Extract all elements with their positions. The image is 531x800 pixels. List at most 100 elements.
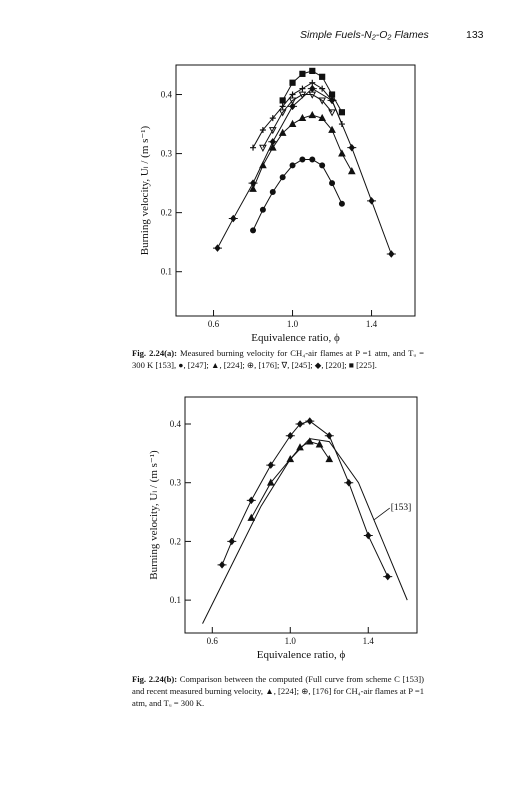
point xyxy=(296,443,304,451)
point xyxy=(383,572,393,581)
point xyxy=(259,144,267,152)
point xyxy=(249,184,257,192)
point xyxy=(259,206,266,213)
point xyxy=(344,478,354,487)
y-tick-label: 0.2 xyxy=(170,536,181,546)
plot-frame xyxy=(184,396,418,634)
caption-label: Fig. 2.24(b): xyxy=(132,674,178,684)
point xyxy=(246,496,256,505)
point xyxy=(288,119,297,127)
point xyxy=(250,227,257,234)
point xyxy=(217,561,227,569)
point xyxy=(315,440,324,448)
point xyxy=(269,188,276,195)
point xyxy=(299,85,306,92)
fit-curve xyxy=(252,82,343,148)
y-tick-label: 0.4 xyxy=(170,419,182,429)
point xyxy=(279,174,286,181)
point xyxy=(248,179,258,187)
point xyxy=(279,97,286,104)
x-tick-label: 1.0 xyxy=(287,319,299,329)
point xyxy=(308,110,317,119)
point xyxy=(309,156,316,163)
fit-curve xyxy=(262,94,333,148)
caption-text: Measured burning velocity for CH₄-air fl… xyxy=(132,348,424,370)
point xyxy=(286,454,295,463)
y-axis-label: Burning velocity, Uₗ / (m s⁻¹) xyxy=(139,125,151,255)
point xyxy=(269,115,276,122)
y-axis-label: Burning velocity, Uₗ / (m s⁻¹) xyxy=(148,450,160,580)
running-title: Simple Fuels-N₂-O₂ Flames xyxy=(300,29,429,41)
point xyxy=(309,67,316,75)
point xyxy=(247,513,256,521)
point xyxy=(298,113,307,122)
point xyxy=(298,91,307,99)
point xyxy=(338,109,346,116)
caption-text: Comparison between the computed (Full cu… xyxy=(132,674,424,708)
y-tick-label: 0.2 xyxy=(161,208,172,218)
point xyxy=(338,149,346,157)
y-tick-label: 0.1 xyxy=(170,595,181,605)
point xyxy=(319,162,326,169)
fit-curve xyxy=(202,438,408,624)
point xyxy=(328,91,336,98)
point xyxy=(288,97,297,105)
point xyxy=(288,102,298,111)
point xyxy=(318,113,327,122)
point xyxy=(268,137,278,146)
point xyxy=(325,454,334,463)
point xyxy=(285,431,295,440)
y-tick-label: 0.4 xyxy=(161,90,173,100)
point xyxy=(227,537,237,546)
x-tick-label: 0.6 xyxy=(208,319,220,329)
point xyxy=(319,73,326,80)
x-tick-label: 1.4 xyxy=(366,319,378,329)
caption: Fig. 2.24(a): Measured burning velocity … xyxy=(132,347,424,371)
point xyxy=(268,143,277,151)
fit-curve xyxy=(217,88,392,255)
point xyxy=(328,109,336,117)
x-tick-label: 1.0 xyxy=(285,636,297,646)
fit-curve xyxy=(252,158,343,231)
point xyxy=(299,70,306,77)
x-tick-label: 1.4 xyxy=(363,636,375,646)
point xyxy=(289,162,296,169)
point xyxy=(259,126,266,133)
point xyxy=(307,84,317,93)
annotation-leader xyxy=(373,507,390,521)
plot-frame xyxy=(175,64,416,317)
y-tick-label: 0.1 xyxy=(161,267,172,277)
annotation: [153] xyxy=(391,503,412,513)
point xyxy=(299,156,306,163)
point xyxy=(279,103,286,110)
point xyxy=(386,250,396,258)
point xyxy=(319,85,326,92)
point xyxy=(328,125,336,133)
point xyxy=(347,167,356,175)
point xyxy=(212,244,222,252)
x-tick-label: 0.6 xyxy=(207,636,219,646)
point xyxy=(278,128,287,136)
caption-label: Fig. 2.24(a): xyxy=(132,348,177,358)
point xyxy=(266,461,276,469)
point xyxy=(363,531,373,540)
point xyxy=(228,214,238,223)
point xyxy=(338,200,345,207)
point xyxy=(347,143,357,152)
y-tick-label: 0.3 xyxy=(170,478,182,488)
y-tick-label: 0.3 xyxy=(161,149,173,159)
caption: Fig. 2.24(b): Comparison between the com… xyxy=(132,673,424,709)
point xyxy=(318,97,327,105)
page-number: 133 xyxy=(466,29,484,41)
x-axis-label: Equivalence ratio, ϕ xyxy=(251,332,340,344)
x-axis-label: Equivalence ratio, ϕ xyxy=(257,649,346,661)
point xyxy=(295,420,305,428)
point xyxy=(250,144,257,151)
point xyxy=(367,197,377,205)
point xyxy=(278,109,287,117)
point xyxy=(266,478,275,486)
point xyxy=(289,91,296,98)
point xyxy=(309,79,316,86)
